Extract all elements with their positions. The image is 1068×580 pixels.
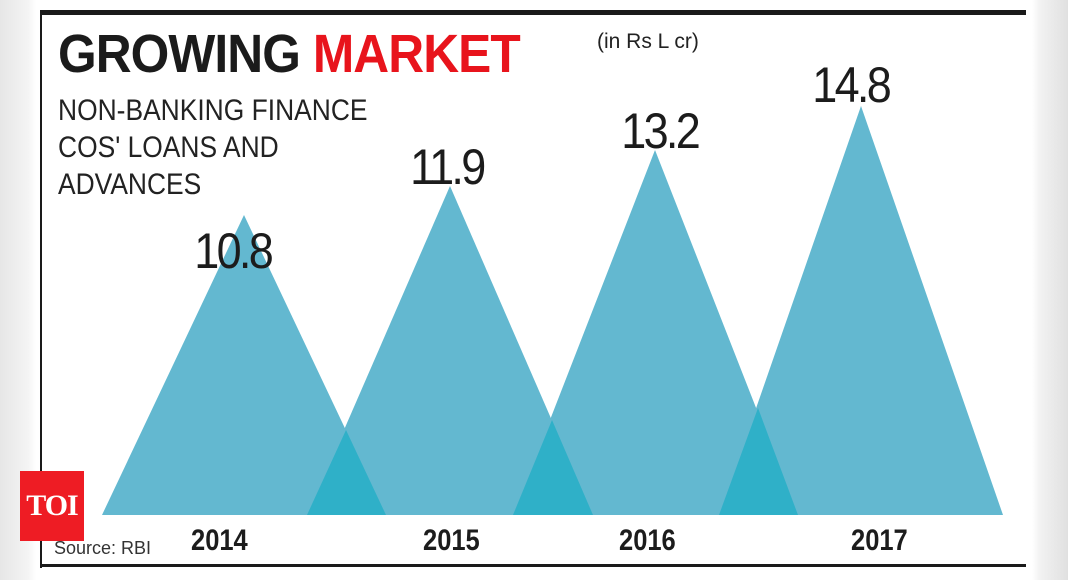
overlap-2015-2016 (513, 420, 593, 515)
value-label-2014: 10.8 (194, 223, 274, 279)
triangle-2017 (719, 106, 1003, 515)
value-label-2015: 11.9 (410, 139, 486, 195)
chart-title: GROWING MARKET (58, 24, 521, 84)
left-rule (40, 10, 42, 568)
unit-label: (in Rs L cr) (597, 30, 699, 53)
toi-logo: TOI (20, 471, 84, 541)
top-rule (40, 10, 1026, 15)
x-label-2017: 2017 (851, 524, 908, 557)
triangle-2015 (307, 186, 593, 515)
source-note: Source: RBI (54, 538, 152, 558)
value-label-2016: 13.2 (621, 103, 701, 159)
overlap-2016-2017 (719, 408, 798, 515)
triangle-2016 (513, 150, 798, 515)
bottom-rule (40, 564, 1026, 567)
x-label-2014: 2014 (191, 524, 248, 557)
x-label-2015: 2015 (423, 524, 480, 557)
value-label-2017: 14.8 (812, 57, 892, 113)
title-growing: GROWING (58, 24, 301, 84)
chart-subtitle: NON-BANKING FINANCE COS' LOANS AND ADVAN… (58, 92, 367, 203)
subtitle-line-1: NON-BANKING FINANCE (58, 94, 368, 127)
x-label-2016: 2016 (619, 524, 676, 557)
subtitle-line-3: ADVANCES (58, 168, 202, 201)
overlap-2014-2015 (307, 430, 386, 515)
title-market: MARKET (312, 24, 521, 84)
triangle-2014 (102, 215, 386, 515)
subtitle-line-2: COS' LOANS AND (58, 131, 279, 164)
